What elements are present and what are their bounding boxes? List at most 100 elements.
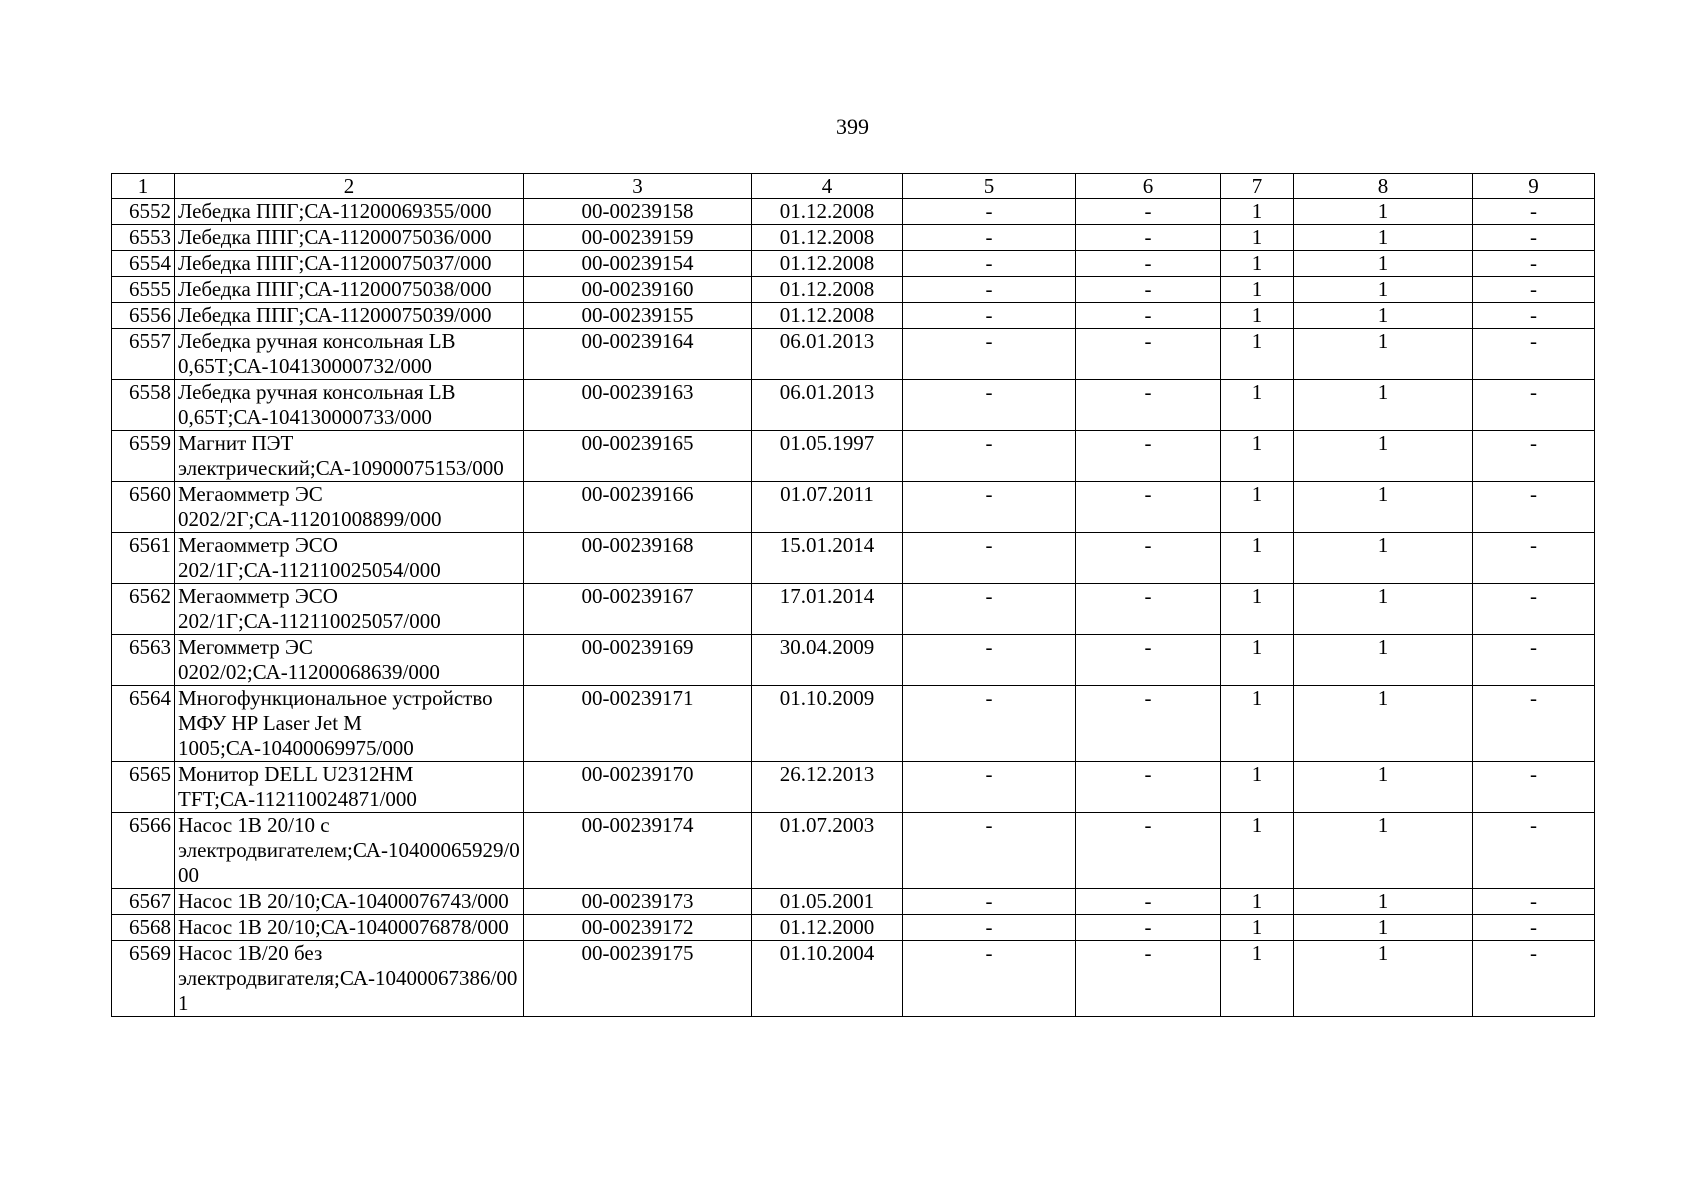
table-row: 6566 Насос 1В 20/10 с электродвигателем;С… (111, 812, 1595, 889)
page-number: 399 (836, 114, 869, 139)
inventory-number: 00-00239158 (523, 198, 752, 225)
item-name: Лебедка ППГ;СА-11200075036/000 (174, 224, 524, 251)
col7-value: 1 (1220, 430, 1294, 482)
column-header-5: 5 (902, 173, 1076, 199)
item-name: Насос 1В 20/10;СА-10400076878/000 (174, 914, 524, 941)
col7-value: 1 (1220, 634, 1294, 686)
row-number: 6564 (111, 685, 175, 762)
inventory-number: 00-00239159 (523, 224, 752, 251)
col6-value: - (1075, 430, 1221, 482)
col5-value: - (902, 532, 1076, 584)
row-number: 6556 (111, 302, 175, 329)
col7-value: 1 (1220, 302, 1294, 329)
table-row: 6556 Лебедка ППГ;СА-11200075039/000 00-002… (111, 302, 1595, 329)
item-name: Мегаомметр ЭС 0202/2Г;СА-11201008899/000 (174, 481, 524, 533)
inventory-number: 00-00239175 (523, 940, 752, 1017)
date: 01.12.2008 (751, 198, 903, 225)
date: 01.12.2008 (751, 302, 903, 329)
table-row: 6559 Магнит ПЭТ электрический;СА-10900075… (111, 430, 1595, 482)
table-row: 6568 Насос 1В 20/10;СА-10400076878/000 00-… (111, 914, 1595, 941)
col5-value: - (902, 224, 1076, 251)
item-name: Монитор DELL U2312HM TFT;СА-112110024871… (174, 761, 524, 813)
date: 01.10.2004 (751, 940, 903, 1017)
item-name: Насос 1В 20/10;СА-10400076743/000 (174, 888, 524, 915)
col6-value: - (1075, 532, 1221, 584)
item-name: Насос 1В 20/10 с электродвигателем;СА-10… (174, 812, 524, 889)
col9-value: - (1472, 276, 1595, 303)
col6-value: - (1075, 302, 1221, 329)
row-number: 6562 (111, 583, 175, 635)
col5-value: - (902, 302, 1076, 329)
date: 01.12.2008 (751, 224, 903, 251)
col5-value: - (902, 276, 1076, 303)
col7-value: 1 (1220, 761, 1294, 813)
inventory-number: 00-00239170 (523, 761, 752, 813)
date: 26.12.2013 (751, 761, 903, 813)
date: 30.04.2009 (751, 634, 903, 686)
col8-value: 1 (1293, 276, 1473, 303)
col9-value: - (1472, 634, 1595, 686)
row-number: 6555 (111, 276, 175, 303)
col9-value: - (1472, 761, 1595, 813)
col7-value: 1 (1220, 685, 1294, 762)
inventory-number: 00-00239160 (523, 276, 752, 303)
inventory-number: 00-00239165 (523, 430, 752, 482)
table-row: 6561 Мегаомметр ЭСО 202/1Г;СА-11211002505… (111, 532, 1595, 584)
column-header-7: 7 (1220, 173, 1294, 199)
col6-value: - (1075, 328, 1221, 380)
item-name: Лебедка ППГ;СА-11200075037/000 (174, 250, 524, 277)
col8-value: 1 (1293, 761, 1473, 813)
date: 01.05.2001 (751, 888, 903, 915)
table-row: 6560 Мегаомметр ЭС 0202/2Г;СА-11201008899… (111, 481, 1595, 533)
date: 17.01.2014 (751, 583, 903, 635)
col8-value: 1 (1293, 812, 1473, 889)
date: 01.12.2000 (751, 914, 903, 941)
col5-value: - (902, 328, 1076, 380)
date: 15.01.2014 (751, 532, 903, 584)
col5-value: - (902, 583, 1076, 635)
col5-value: - (902, 481, 1076, 533)
col8-value: 1 (1293, 250, 1473, 277)
inventory-number: 00-00239173 (523, 888, 752, 915)
inventory-number: 00-00239169 (523, 634, 752, 686)
col8-value: 1 (1293, 379, 1473, 431)
row-number: 6558 (111, 379, 175, 431)
column-header-6: 6 (1075, 173, 1221, 199)
row-number: 6569 (111, 940, 175, 1017)
col5-value: - (902, 430, 1076, 482)
item-name: Насос 1В/20 без электродвигателя;СА-1040… (174, 940, 524, 1017)
date: 01.10.2009 (751, 685, 903, 762)
col7-value: 1 (1220, 224, 1294, 251)
col7-value: 1 (1220, 888, 1294, 915)
col5-value: - (902, 198, 1076, 225)
col8-value: 1 (1293, 914, 1473, 941)
col9-value: - (1472, 481, 1595, 533)
inventory-number: 00-00239154 (523, 250, 752, 277)
col9-value: - (1472, 302, 1595, 329)
col9-value: - (1472, 198, 1595, 225)
col8-value: 1 (1293, 328, 1473, 380)
table-row: 6569 Насос 1В/20 без электродвигателя;СА-… (111, 940, 1595, 1017)
date: 01.07.2011 (751, 481, 903, 533)
col9-value: - (1472, 914, 1595, 941)
col9-value: - (1472, 685, 1595, 762)
col9-value: - (1472, 430, 1595, 482)
table-row: 6563 Мегомметр ЭС 0202/02;СА-11200068639/… (111, 634, 1595, 686)
column-header-3: 3 (523, 173, 752, 199)
item-name: Магнит ПЭТ электрический;СА-10900075153/… (174, 430, 524, 482)
col9-value: - (1472, 328, 1595, 380)
col5-value: - (902, 812, 1076, 889)
row-number: 6561 (111, 532, 175, 584)
col5-value: - (902, 888, 1076, 915)
table-row: 6558 Лебедка ручная консольная LB 0,65Т;С… (111, 379, 1595, 431)
row-number: 6552 (111, 198, 175, 225)
col5-value: - (902, 761, 1076, 813)
col7-value: 1 (1220, 812, 1294, 889)
col8-value: 1 (1293, 198, 1473, 225)
item-name: Лебедка ручная консольная LB 0,65Т;СА-10… (174, 328, 524, 380)
table-row: 6555 Лебедка ППГ;СА-11200075038/000 00-002… (111, 276, 1595, 303)
item-name: Лебедка ППГ;СА-11200075038/000 (174, 276, 524, 303)
col5-value: - (902, 250, 1076, 277)
col6-value: - (1075, 198, 1221, 225)
